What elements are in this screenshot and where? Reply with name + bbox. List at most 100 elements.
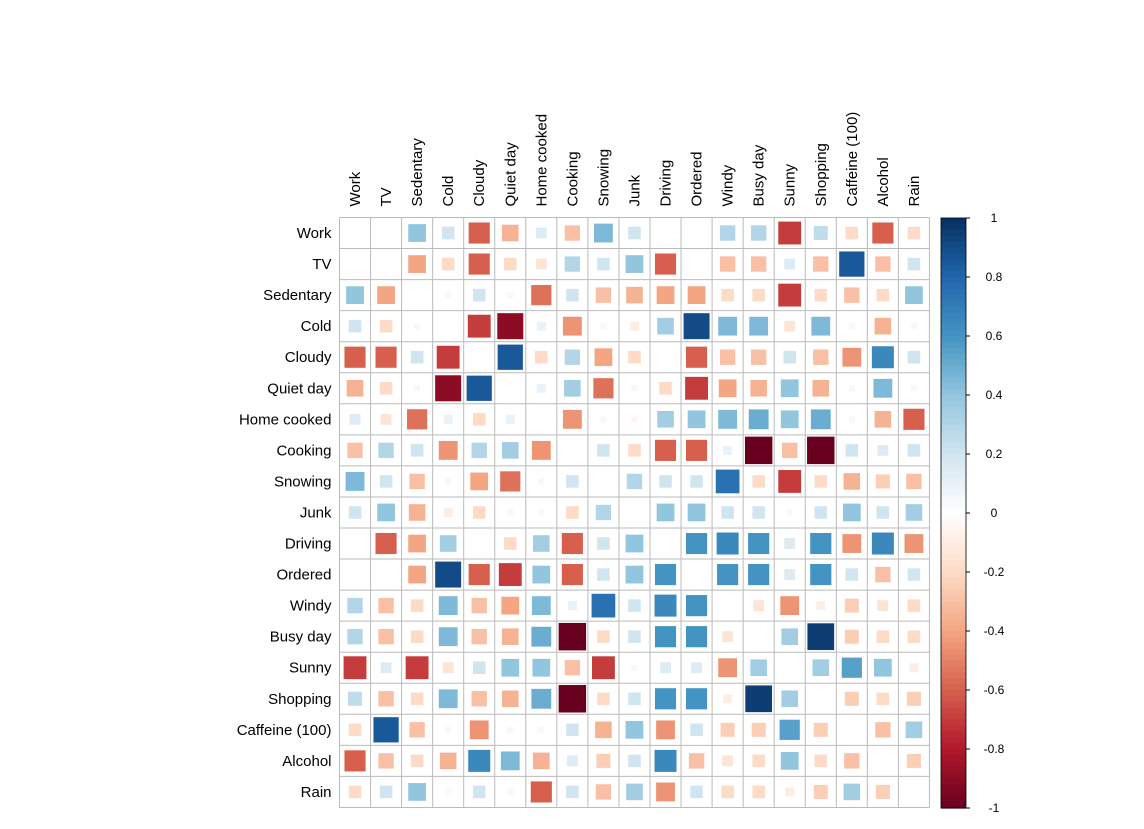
cell-tv-x-windy — [719, 256, 736, 272]
legend-segment — [941, 389, 966, 396]
cell-tv-x-cloudy — [468, 252, 491, 276]
cell-snowing-x-shopping — [814, 475, 828, 488]
legend-segment — [941, 282, 966, 290]
cell-rain-x-caffeine-100- — [843, 783, 861, 801]
cell-work-x-windy — [719, 225, 736, 241]
cell-cooking-x-junk — [628, 444, 641, 457]
cell-home-cooked-x-shopping — [810, 409, 831, 430]
legend-segment — [941, 648, 966, 656]
cell-cooking-x-windy — [723, 445, 733, 455]
legend-segment — [941, 695, 966, 703]
cell-quiet-day-x-tv — [379, 382, 393, 395]
cell-busy-day-x-cooking — [558, 622, 587, 652]
cell-home-cooked-x-sunny — [780, 410, 799, 429]
cell-home-cooked-x-work — [349, 413, 361, 425]
legend-segment — [941, 743, 966, 750]
legend-segment — [941, 377, 966, 384]
cell-home-cooked-x-busy-day — [748, 409, 769, 430]
cell-cold-x-sedentary — [413, 323, 421, 330]
cell-windy-x-alcohol — [877, 600, 889, 612]
legend-segment — [941, 619, 966, 626]
row-label-ordered: Ordered — [276, 567, 331, 584]
legend-segment — [941, 796, 966, 803]
cell-alcohol-x-cloudy — [467, 749, 491, 773]
cell-cold-x-cooking — [562, 316, 582, 336]
cell-driving-x-cold — [439, 535, 457, 552]
cell-work-x-cooking — [564, 225, 581, 241]
cell-caffeine-100--x-snowing — [595, 721, 612, 739]
cell-junk-x-windy — [721, 506, 734, 519]
legend-segment — [941, 595, 966, 603]
cell-shopping-x-caffeine-100- — [844, 691, 859, 706]
cell-home-cooked-x-ordered — [687, 410, 706, 429]
legend-tick-label: 0.2 — [986, 447, 1003, 461]
cell-cloudy-x-sunny — [783, 350, 796, 364]
cell-alcohol-x-cold — [439, 752, 457, 770]
legend-segment — [941, 471, 966, 479]
legend-segment — [941, 395, 966, 402]
legend-segment — [941, 288, 966, 296]
cell-caffeine-100--x-rain — [905, 721, 923, 739]
cell-windy-x-tv — [378, 597, 394, 614]
cell-snowing-x-work — [345, 472, 365, 491]
cell-junk-x-snowing — [595, 504, 612, 521]
cell-busy-day-x-alcohol — [876, 630, 890, 643]
legend-segment — [941, 613, 966, 620]
cell-tv-x-sedentary — [408, 255, 426, 273]
cell-sedentary-x-rain — [905, 286, 923, 304]
cell-cloudy-x-alcohol — [871, 345, 895, 369]
legend-segment — [941, 330, 966, 337]
cell-busy-day-x-rain — [907, 630, 921, 643]
cell-quiet-day-x-shopping — [812, 379, 830, 397]
cell-cloudy-x-cold — [436, 345, 461, 370]
row-label-cold: Cold — [301, 318, 332, 335]
col-label-cooking: Cooking — [564, 151, 581, 206]
legend-segment — [941, 518, 966, 526]
cell-home-cooked-x-cooking — [562, 409, 582, 429]
cell-cooking-x-work — [347, 442, 363, 459]
cell-busy-day-x-sedentary — [410, 630, 424, 643]
col-label-alcohol: Alcohol — [875, 157, 892, 206]
legend-segment — [941, 701, 966, 709]
cell-quiet-day-x-junk — [631, 385, 638, 392]
cell-tv-x-shopping — [813, 256, 829, 272]
cell-sunny-x-tv — [380, 662, 392, 674]
legend-segment — [941, 654, 966, 662]
col-label-cloudy: Cloudy — [471, 159, 488, 206]
legend-segment — [941, 607, 966, 614]
legend-segment — [941, 707, 966, 715]
row-label-work: Work — [297, 225, 332, 242]
cell-sedentary-x-quiet-day — [507, 291, 514, 299]
row-label-tv: TV — [312, 256, 331, 273]
row-label-busy-day: Busy day — [270, 629, 332, 646]
row-label-home-cooked: Home cooked — [239, 411, 332, 428]
cell-windy-x-busy-day — [753, 600, 765, 612]
cell-sunny-x-windy — [718, 658, 738, 678]
cell-busy-day-x-cloudy — [471, 628, 487, 645]
legend-segment — [941, 802, 966, 809]
cell-caffeine-100--x-windy — [720, 722, 735, 737]
cell-windy-x-cloudy — [471, 597, 487, 614]
cell-shopping-x-windy — [723, 694, 733, 704]
col-label-sedentary: Sedentary — [409, 138, 426, 207]
cell-quiet-day-x-home-cooked — [536, 383, 546, 393]
cell-shopping-x-snowing — [597, 692, 610, 706]
cell-quiet-day-x-alcohol — [873, 378, 893, 398]
legend-segment — [941, 400, 966, 408]
cell-quiet-day-x-work — [346, 379, 364, 397]
cell-cold-x-junk — [630, 321, 639, 331]
cell-home-cooked-x-tv — [380, 413, 392, 425]
cell-cooking-x-sedentary — [410, 444, 424, 457]
row-label-rain: Rain — [301, 784, 332, 801]
cell-rain-x-busy-day — [752, 785, 765, 799]
cell-windy-x-quiet-day — [501, 596, 520, 615]
cell-junk-x-cooking — [566, 506, 579, 519]
legend-segment — [941, 560, 966, 567]
cell-driving-x-busy-day — [747, 532, 770, 555]
legend-segment — [941, 241, 966, 249]
cell-cooking-x-cloudy — [471, 442, 487, 459]
cell-shopping-x-cold — [438, 689, 458, 709]
cell-work-x-home-cooked — [535, 227, 547, 239]
cell-caffeine-100--x-tv — [372, 716, 400, 744]
cell-cloudy-x-shopping — [813, 349, 829, 365]
